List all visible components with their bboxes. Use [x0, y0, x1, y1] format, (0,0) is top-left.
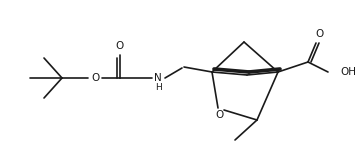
Text: O: O: [316, 29, 324, 39]
Text: O: O: [116, 41, 124, 51]
Text: O: O: [91, 73, 99, 83]
Text: H: H: [155, 83, 161, 92]
Text: N: N: [154, 73, 162, 83]
Text: OH: OH: [340, 67, 356, 77]
Text: O: O: [216, 110, 224, 120]
